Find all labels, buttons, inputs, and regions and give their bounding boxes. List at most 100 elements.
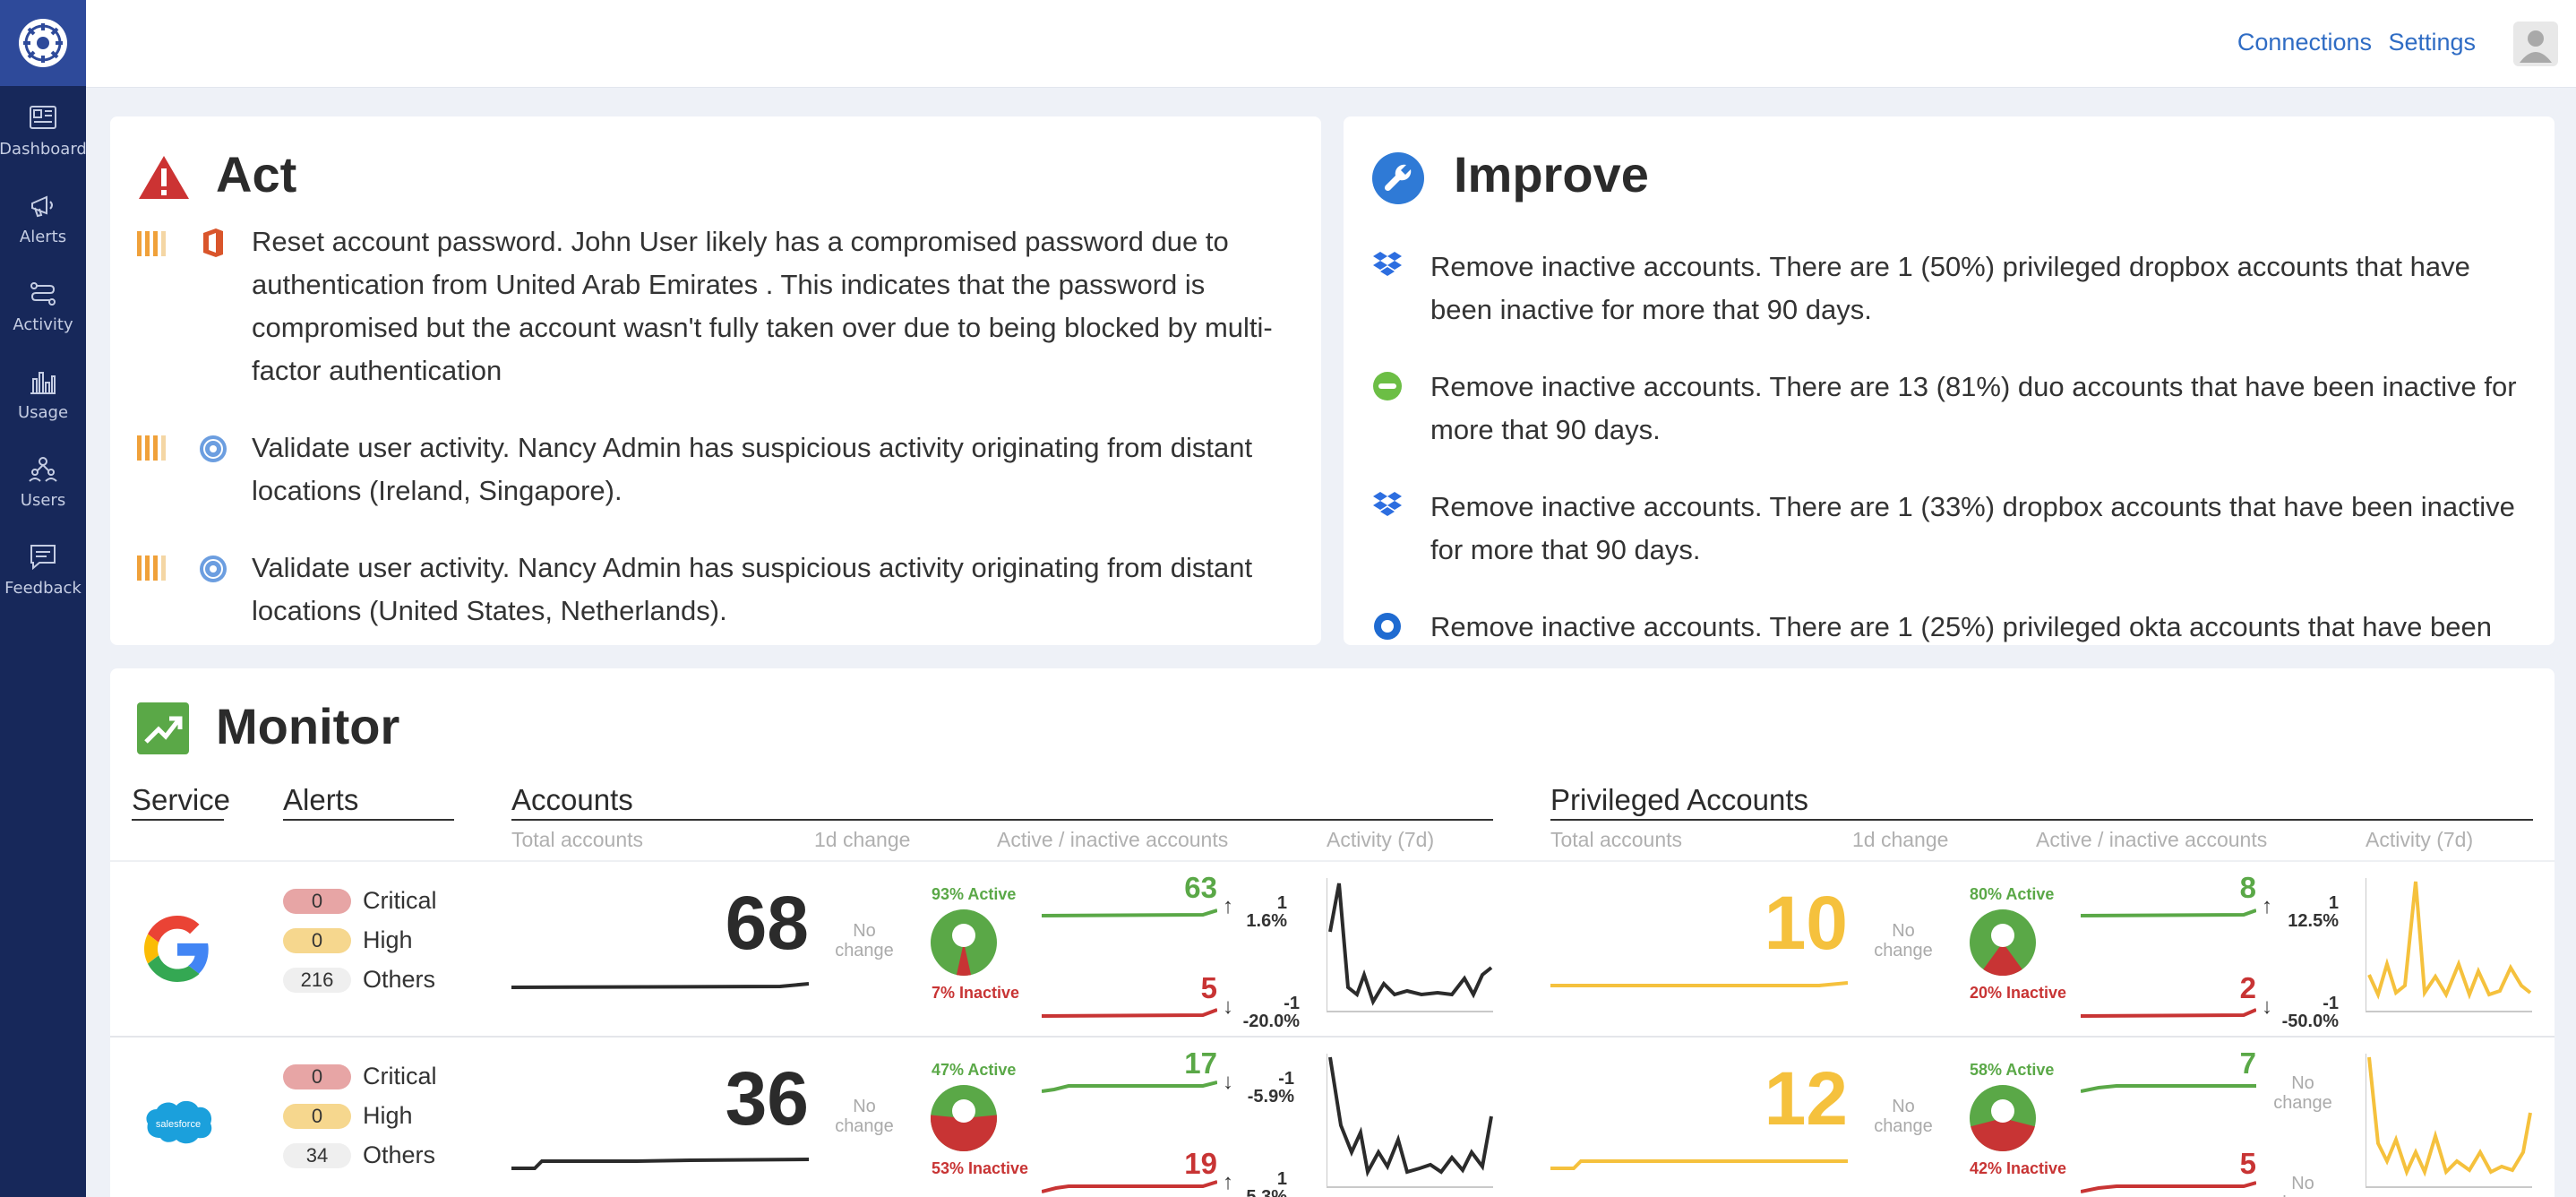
severity-bars-icon (137, 555, 166, 581)
high-label: High (363, 926, 413, 953)
priv-inactive-trend-line (2081, 1181, 2256, 1193)
priv-active-delta: ↑ 1 12.5% (2262, 893, 2339, 931)
active-percent: 47% Active (932, 1061, 1017, 1079)
table-row[interactable]: 0 Critical 0 High 216 Others 68 No change… (110, 862, 2555, 1036)
priv-active-percent: 80% Active (1970, 885, 2055, 903)
critical-label: Critical (363, 887, 437, 914)
wrench-icon (1372, 152, 1424, 204)
sidebar-item-label: Users (20, 490, 66, 510)
activity-chart[interactable] (1327, 878, 1493, 1012)
header-underline (132, 819, 224, 821)
critical-count-badge[interactable]: 0 (283, 1064, 351, 1089)
feedback-icon (30, 544, 56, 570)
activity-icon (30, 281, 56, 306)
severity-bars-icon (137, 231, 166, 256)
active-inactive-subheader: Active / inactive accounts (997, 828, 1229, 851)
active-trend-line (1042, 1081, 1217, 1093)
active-inactive-donut (931, 909, 997, 976)
inactive-trend-line (1042, 1180, 1217, 1193)
priv-active-trend-line (2081, 1084, 2256, 1093)
okta-icon (1374, 613, 1401, 640)
app-logo-icon (200, 555, 227, 582)
improve-title: Improve (1454, 146, 1649, 202)
severity-bars-icon (137, 435, 166, 461)
donut-hole (1991, 1099, 2014, 1123)
monitor-card: Monitor Service Alerts Accounts Privileg… (110, 668, 2555, 1197)
donut-hole (1991, 924, 2014, 947)
total-accounts-value: 68 (725, 881, 809, 965)
others-label: Others (363, 1141, 436, 1168)
settings-link[interactable]: Settings (2388, 29, 2476, 56)
salesforce-logo-text: salesforce (156, 1119, 201, 1130)
inactive-delta: ↓ -1 -20.0% (1223, 994, 1300, 1031)
priv-inactive-delta: ↓ -1 -50.0% (2262, 994, 2339, 1031)
usage-chart-icon (30, 371, 56, 394)
users-icon (29, 456, 57, 482)
others-count-badge[interactable]: 216 (283, 968, 351, 993)
activity-chart[interactable] (1327, 1054, 1493, 1188)
app-logo[interactable] (0, 0, 86, 86)
megaphone-icon (31, 194, 53, 217)
donut-hole (952, 1099, 975, 1123)
priv-active-inactive-donut (1970, 909, 2036, 976)
improve-item[interactable]: Remove inactive accounts. There are 1 (2… (1430, 611, 2492, 642)
priv-activity-subheader: Activity (7d) (2366, 828, 2474, 851)
sidebar-item-feedback[interactable]: Feedback (0, 525, 86, 613)
active-delta: ↑ 1 1.6% (1223, 893, 1287, 931)
improve-item[interactable]: Remove inactive accounts. There are 1 (5… (1430, 251, 2470, 325)
priv-total-sparkline (1550, 1159, 1848, 1170)
top-bar: Connections Settings (86, 0, 2576, 88)
active-count: 17 (1184, 1046, 1217, 1080)
active-count: 63 (1184, 871, 1217, 904)
sidebar-item-usage[interactable]: Usage (0, 349, 86, 437)
inactive-percent: 7% Inactive (932, 984, 1020, 1002)
priv-inactive-count: 5 (2239, 1147, 2256, 1180)
alerts-header: Alerts (283, 783, 359, 816)
total-accounts-subheader: Total accounts (511, 828, 644, 851)
high-count-badge[interactable]: 0 (283, 928, 351, 953)
table-row[interactable]: salesforce 0 Critical 0 High 34 Others 3… (110, 1038, 2555, 1197)
app-logo-icon (19, 19, 67, 67)
act-title: Act (216, 146, 297, 202)
improve-item[interactable]: Remove inactive accounts. There are 1 (3… (1430, 491, 2515, 565)
others-count-badge[interactable]: 34 (283, 1143, 351, 1168)
header-underline (1550, 819, 2533, 821)
sidebar-item-alerts[interactable]: Alerts (0, 174, 86, 262)
high-count-badge[interactable]: 0 (283, 1104, 351, 1129)
priv-active-inactive-subheader: Active / inactive accounts (2036, 828, 2268, 851)
sidebar-item-label: Alerts (19, 227, 67, 246)
privileged-header: Privileged Accounts (1550, 783, 1808, 816)
inactive-delta: ↑ 1 5.3% (1223, 1169, 1287, 1197)
act-item[interactable]: Validate user activity. Nancy Admin has … (252, 552, 1253, 626)
sidebar-item-label: Dashboard (0, 139, 87, 159)
change-subheader: 1d change (814, 828, 911, 851)
priv-inactive-trend-line (2081, 1008, 2256, 1018)
act-item[interactable]: Reset account password. John User likely… (252, 226, 1273, 386)
sidebar-item-label: Feedback (4, 578, 82, 598)
priv-activity-chart[interactable] (2366, 1054, 2532, 1188)
improve-item[interactable]: Remove inactive accounts. There are 13 (… (1430, 371, 2517, 445)
avatar[interactable] (2513, 22, 2558, 66)
active-percent: 93% Active (932, 885, 1017, 903)
dropbox-icon (1373, 252, 1402, 276)
priv-total-subheader: Total accounts (1550, 828, 1683, 851)
improve-card: Improve Remove inactive accounts. There … (1344, 116, 2555, 645)
connections-link[interactable]: Connections (2237, 29, 2372, 56)
sidebar-item-activity[interactable]: Activity (0, 262, 86, 349)
act-item[interactable]: Validate user activity. Nancy Admin has … (252, 432, 1253, 506)
donut-hole (952, 924, 975, 947)
priv-activity-chart[interactable] (2366, 878, 2532, 1012)
inactive-trend-line (1042, 1008, 1217, 1018)
priv-inactive-percent: 20% Inactive (1970, 984, 2067, 1002)
office-icon (203, 228, 223, 257)
priv-active-count: 8 (2239, 871, 2256, 904)
critical-count-badge[interactable]: 0 (283, 889, 351, 914)
sidebar-item-label: Activity (13, 314, 73, 334)
priv-active-count: 7 (2239, 1046, 2256, 1080)
sidebar-item-dashboard[interactable]: Dashboard (0, 86, 87, 174)
inactive-count: 5 (1200, 971, 1217, 1004)
sidebar-item-users[interactable]: Users (0, 437, 86, 525)
